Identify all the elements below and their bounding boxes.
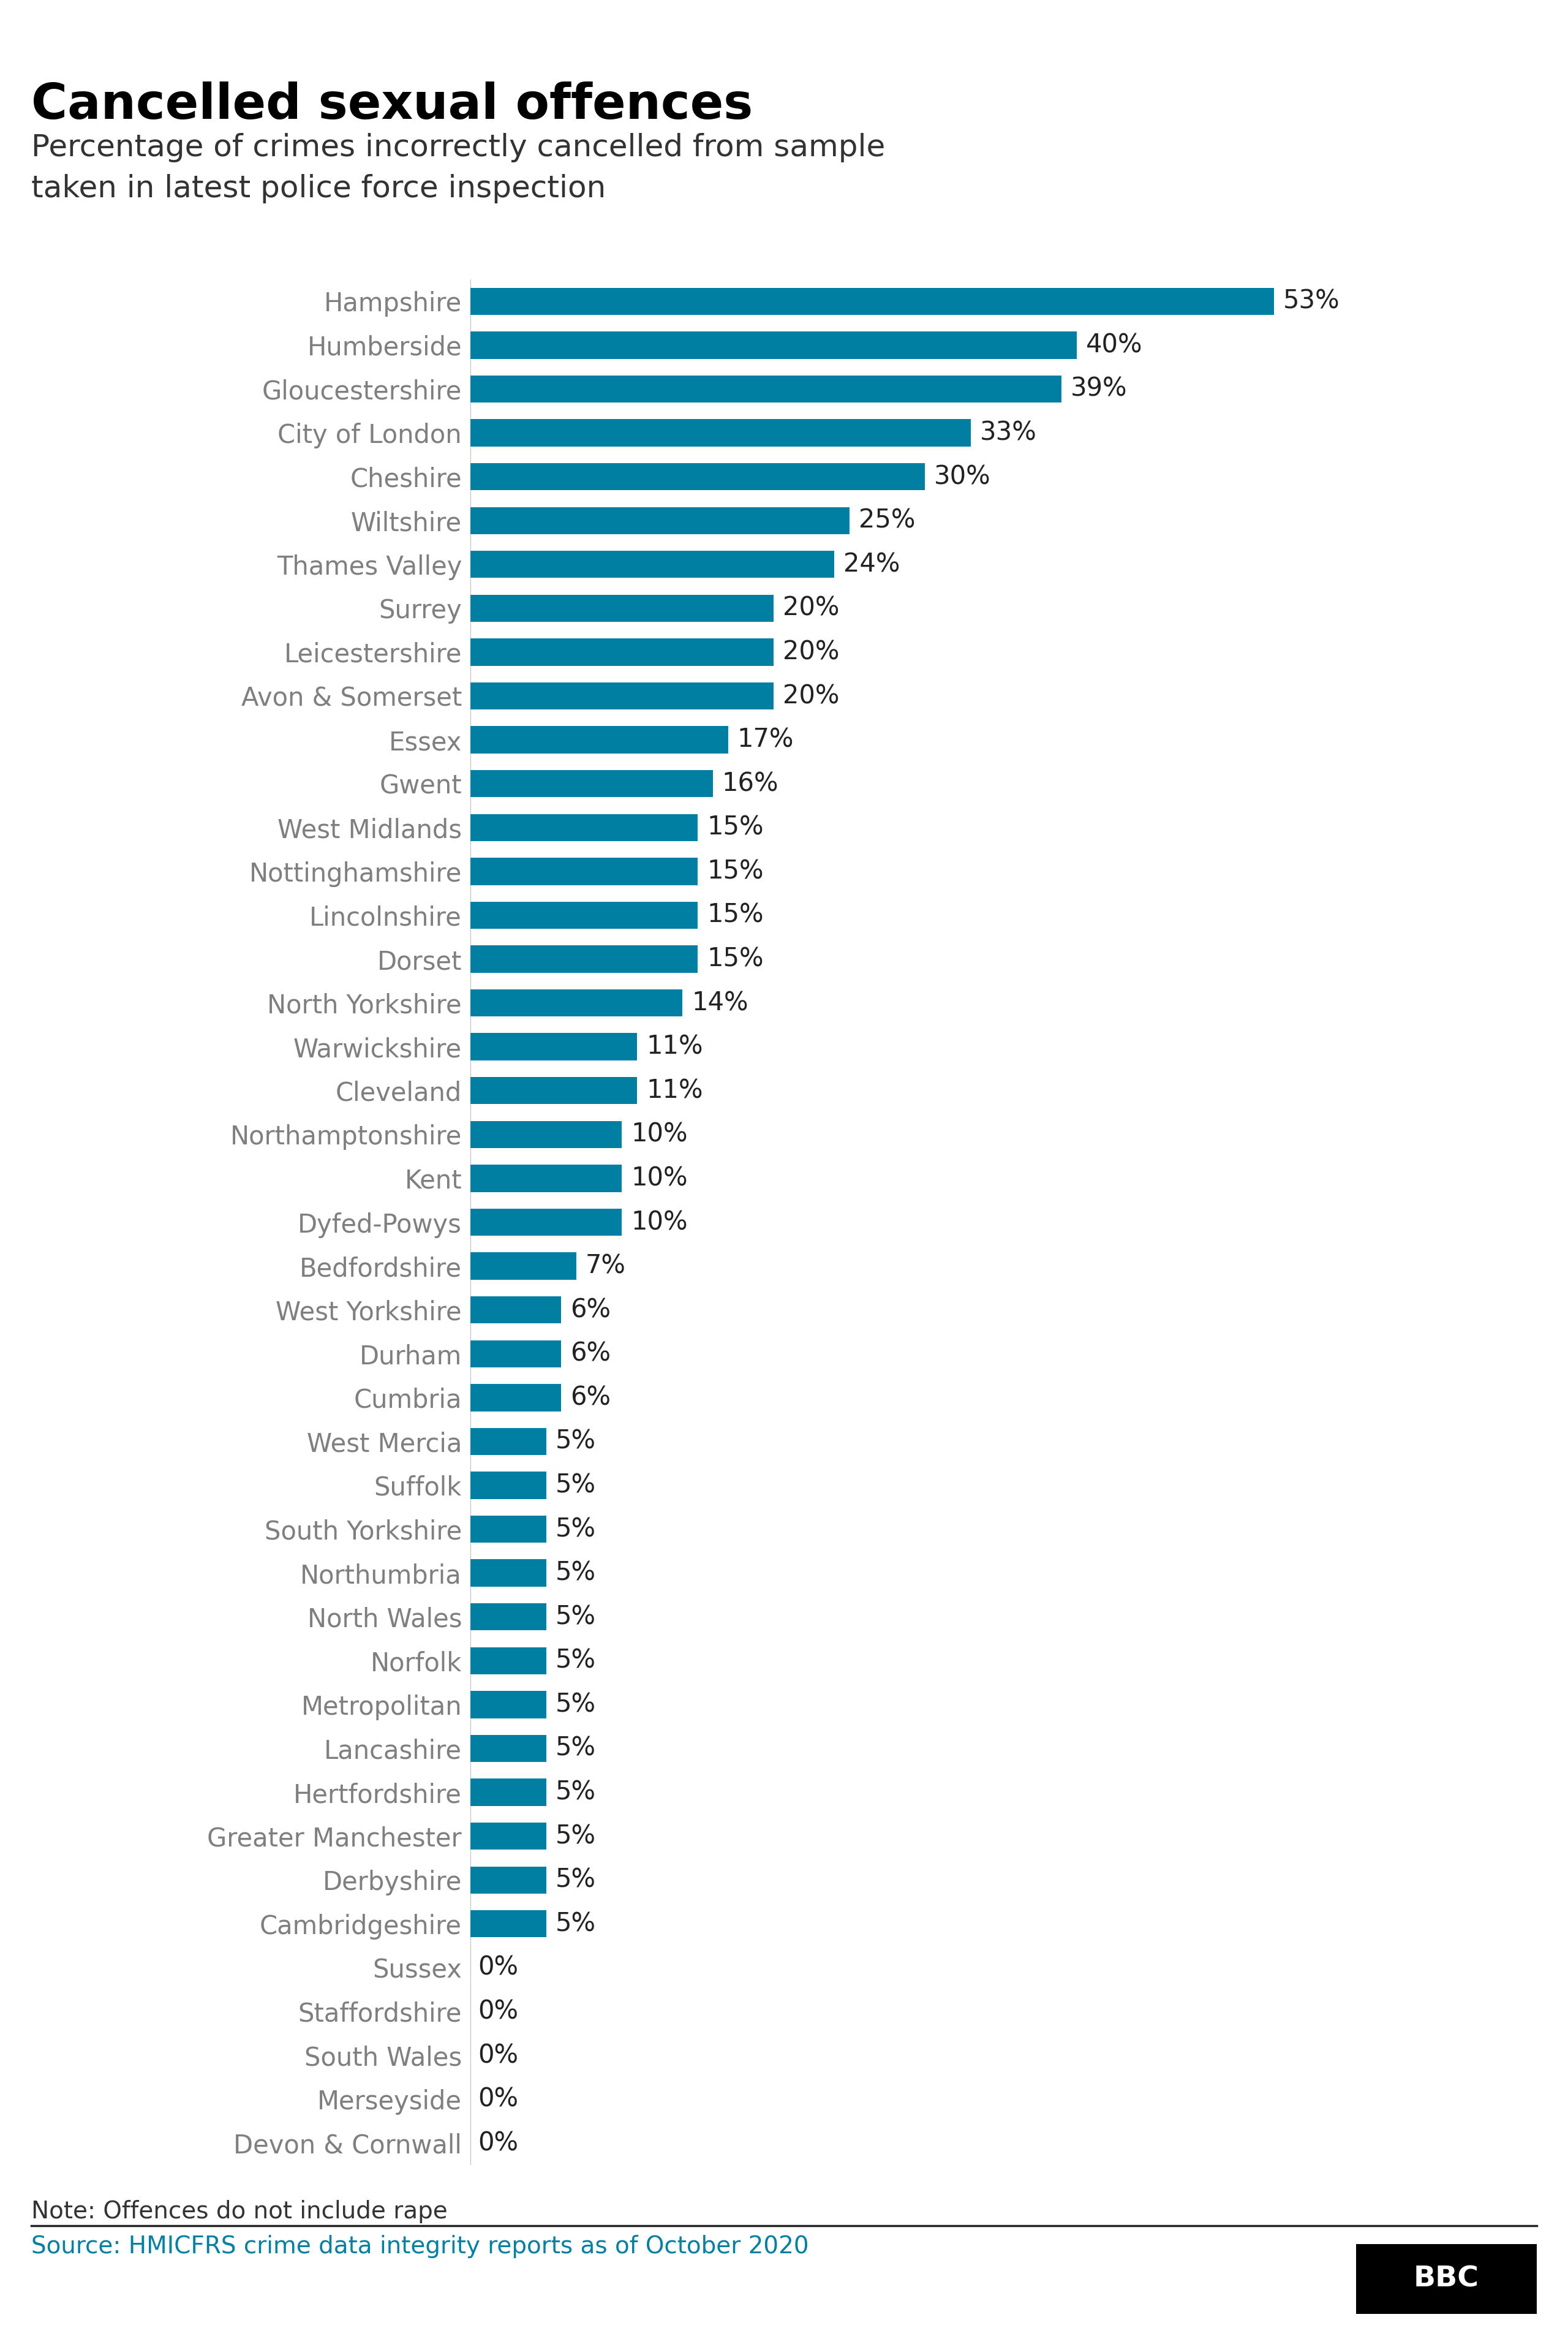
Bar xyxy=(470,1471,546,1499)
Bar xyxy=(470,815,698,840)
Bar xyxy=(470,901,698,929)
Bar xyxy=(470,1297,561,1325)
Bar xyxy=(470,1385,561,1411)
Bar xyxy=(470,594,773,622)
Bar xyxy=(470,1604,546,1630)
Bar xyxy=(470,331,1077,359)
Text: BBC: BBC xyxy=(1414,2265,1479,2293)
Bar xyxy=(470,1427,546,1455)
Bar xyxy=(470,771,713,796)
Text: 5%: 5% xyxy=(555,1516,596,1541)
Bar xyxy=(470,1734,546,1762)
Bar xyxy=(470,945,698,973)
Bar xyxy=(470,552,834,577)
Bar xyxy=(470,726,728,754)
Bar xyxy=(470,1252,577,1280)
Bar xyxy=(470,1034,637,1059)
Text: 5%: 5% xyxy=(555,1429,596,1455)
Bar xyxy=(470,1823,546,1851)
Text: 6%: 6% xyxy=(571,1297,612,1322)
Bar xyxy=(470,1078,637,1103)
Text: 20%: 20% xyxy=(782,640,839,666)
Text: 5%: 5% xyxy=(555,1560,596,1585)
Text: 11%: 11% xyxy=(646,1034,702,1059)
Bar xyxy=(470,1779,546,1807)
Text: Source: HMICFRS crime data integrity reports as of October 2020: Source: HMICFRS crime data integrity rep… xyxy=(31,2235,809,2258)
Text: 6%: 6% xyxy=(571,1341,612,1367)
Text: 25%: 25% xyxy=(858,508,916,533)
Bar xyxy=(470,1911,546,1937)
Text: 11%: 11% xyxy=(646,1078,702,1103)
Text: Note: Offences do not include rape: Note: Offences do not include rape xyxy=(31,2200,448,2223)
Text: 15%: 15% xyxy=(707,815,764,840)
Text: 5%: 5% xyxy=(555,1823,596,1848)
Text: 10%: 10% xyxy=(630,1122,688,1148)
Text: 7%: 7% xyxy=(585,1252,626,1278)
Text: 40%: 40% xyxy=(1085,333,1143,359)
Text: 5%: 5% xyxy=(555,1911,596,1937)
Text: Cancelled sexual offences: Cancelled sexual offences xyxy=(31,81,753,130)
Bar xyxy=(470,1867,546,1893)
Bar xyxy=(470,857,698,885)
Text: 53%: 53% xyxy=(1283,289,1339,314)
Text: 24%: 24% xyxy=(844,552,900,577)
Text: 5%: 5% xyxy=(555,1648,596,1674)
Text: 16%: 16% xyxy=(721,771,779,796)
Bar xyxy=(470,682,773,710)
Text: 17%: 17% xyxy=(737,726,793,752)
Text: 5%: 5% xyxy=(555,1779,596,1804)
Text: 5%: 5% xyxy=(555,1692,596,1718)
Text: 10%: 10% xyxy=(630,1208,688,1236)
Bar xyxy=(470,508,850,533)
Bar xyxy=(470,1120,622,1148)
Text: 5%: 5% xyxy=(555,1471,596,1499)
Text: 39%: 39% xyxy=(1071,377,1127,403)
Text: 15%: 15% xyxy=(707,859,764,885)
Bar xyxy=(470,375,1062,403)
Bar xyxy=(470,289,1273,314)
Text: 15%: 15% xyxy=(707,903,764,929)
Text: 30%: 30% xyxy=(935,463,991,489)
Text: 0%: 0% xyxy=(478,2086,519,2111)
Bar xyxy=(470,1648,546,1674)
Text: 5%: 5% xyxy=(555,1867,596,1893)
Text: Percentage of crimes incorrectly cancelled from sample
taken in latest police fo: Percentage of crimes incorrectly cancell… xyxy=(31,133,886,203)
Text: 33%: 33% xyxy=(980,419,1036,445)
Text: 10%: 10% xyxy=(630,1166,688,1192)
Bar xyxy=(470,638,773,666)
Text: 0%: 0% xyxy=(478,2042,519,2067)
Text: 20%: 20% xyxy=(782,682,839,708)
Text: 5%: 5% xyxy=(555,1737,596,1762)
Text: 15%: 15% xyxy=(707,945,764,973)
Bar xyxy=(470,1690,546,1718)
Bar xyxy=(470,463,925,491)
Text: 0%: 0% xyxy=(478,1956,519,1981)
Text: 0%: 0% xyxy=(478,2000,519,2025)
Bar xyxy=(470,1341,561,1367)
Text: 0%: 0% xyxy=(478,2130,519,2156)
Text: 6%: 6% xyxy=(571,1385,612,1411)
Text: 5%: 5% xyxy=(555,1604,596,1630)
Bar xyxy=(470,989,682,1017)
Bar xyxy=(470,1208,622,1236)
Text: 14%: 14% xyxy=(691,989,748,1015)
Bar xyxy=(470,419,971,447)
Bar xyxy=(470,1516,546,1543)
Text: 20%: 20% xyxy=(782,596,839,622)
Bar xyxy=(470,1164,622,1192)
Bar xyxy=(470,1560,546,1588)
